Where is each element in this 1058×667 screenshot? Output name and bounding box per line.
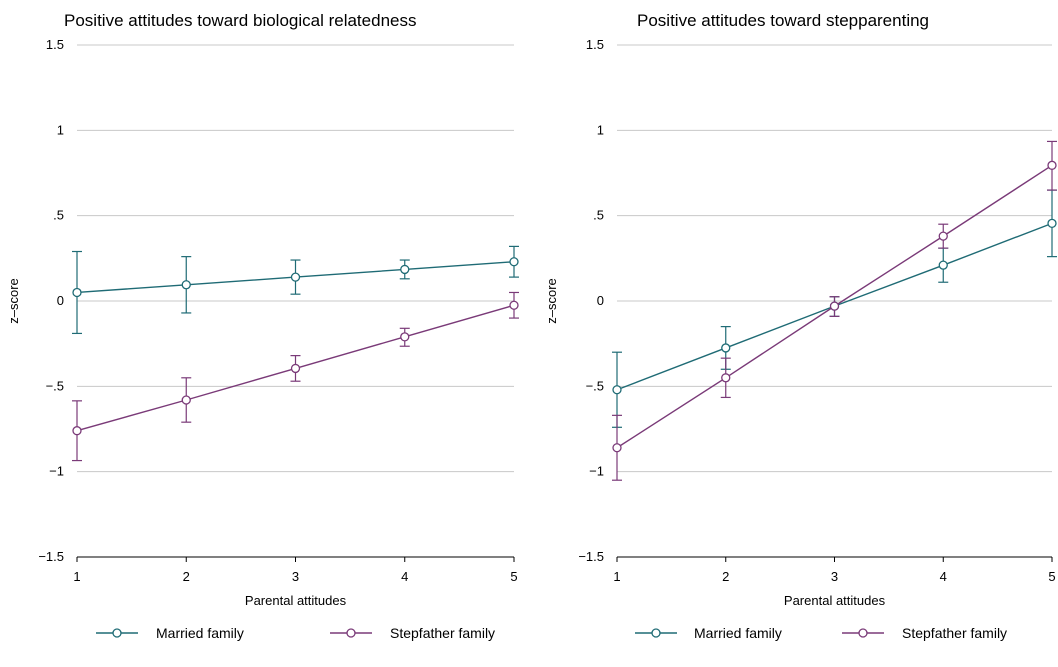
data-point [72,426,82,436]
data-point [72,287,82,298]
x-tick-label: 3 [292,569,299,584]
x-axis-label: Parental attitudes [784,593,886,608]
legend-item: Stepfather family [842,625,1007,641]
legend-marker [651,628,661,638]
legend-item: Stepfather family [330,625,495,641]
data-point [290,272,301,282]
legend: Married family Stepfather family [96,625,495,641]
data-point [1047,218,1057,228]
legend-marker [346,628,356,638]
x-tick-label: 2 [183,569,190,584]
chart-panel-2: Positive attitudes toward stepparenting 1… [544,11,1057,641]
legend-marker [858,628,868,638]
data-point [290,363,301,374]
legend-item: Married family [96,625,244,641]
x-tick-label: 5 [510,569,517,584]
legend-marker [112,628,122,638]
chart-panel-1: Positive attitudes toward biological rel… [6,11,519,641]
legend-label: Married family [156,625,244,641]
y-tick-label: 1.5 [46,37,64,52]
y-axis-label: z–score [6,278,21,324]
data-point [181,280,191,290]
y-tick-label: 1 [57,122,64,137]
legend-label: Stepfather family [902,625,1007,641]
legend-item: Married family [635,625,782,641]
x-tick-label: 5 [1048,569,1055,584]
y-tick-label: −1.5 [578,549,604,564]
y-tick-label: −.5 [46,378,64,393]
x-tick-label: 4 [401,569,408,584]
data-point [181,395,191,405]
series-1 [72,245,519,335]
y-tick-label: 0 [57,293,64,308]
series-2 [612,140,1057,481]
y-tick-label: .5 [593,208,604,223]
data-point [829,301,840,311]
legend: Married family Stepfather family [635,625,1007,641]
x-tick-label: 4 [940,569,947,584]
y-tick-label: 1 [597,122,604,137]
data-point [1047,160,1057,170]
data-point [612,385,622,395]
y-tick-label: .5 [53,208,64,223]
data-point [612,443,622,453]
data-point [938,260,948,270]
data-point [400,264,410,275]
legend-label: Stepfather family [390,625,495,641]
chart-title: Positive attitudes toward stepparenting [637,11,929,30]
legend-label: Married family [694,625,782,641]
x-tick-label: 2 [722,569,729,584]
x-tick-label: 1 [613,569,620,584]
data-point [400,332,410,342]
series-2 [72,291,519,462]
data-point [509,257,519,267]
y-tick-label: 1.5 [586,37,604,52]
x-tick-label: 3 [831,569,838,584]
x-axis-label: Parental attitudes [245,593,347,608]
data-point [938,231,948,241]
data-point [721,343,731,353]
data-point [509,300,519,310]
x-tick-label: 1 [73,569,80,584]
data-point [721,373,731,383]
chart-title: Positive attitudes toward biological rel… [64,11,416,30]
y-tick-label: −.5 [586,378,604,393]
y-tick-label: 0 [597,293,604,308]
y-tick-label: −1 [49,464,64,479]
y-tick-label: −1 [589,464,604,479]
y-tick-label: −1.5 [38,549,64,564]
y-axis-label: z–score [544,278,559,324]
